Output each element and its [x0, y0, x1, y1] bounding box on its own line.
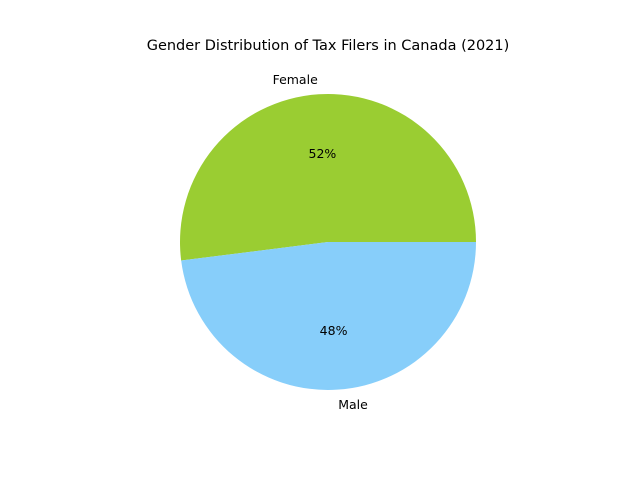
pie-label-male: Male	[338, 397, 368, 412]
pie-value-label-male: 48%	[320, 323, 348, 338]
pie-slices	[180, 93, 477, 390]
pie-label-female: Female	[273, 72, 319, 87]
pie-slice-male	[181, 242, 477, 390]
pie-slice-female	[180, 93, 477, 261]
pie-value-label-female: 52%	[309, 146, 337, 161]
pie-labels: Female 52% Male 48%	[273, 72, 369, 412]
chart-title: Gender Distribution of Tax Filers in Can…	[147, 38, 510, 54]
